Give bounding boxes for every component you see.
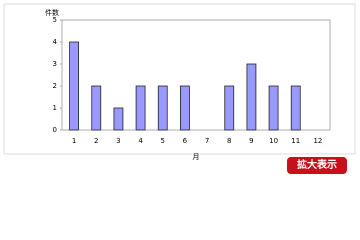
x-axis-title: 月 (193, 153, 200, 161)
zoom-button[interactable]: 拡大表示 (287, 157, 347, 174)
bar (290, 85, 301, 131)
bar (268, 85, 279, 131)
y-tick-label: 3 (53, 60, 57, 68)
x-tick-label: 12 (313, 137, 322, 145)
bar (113, 107, 124, 131)
bar (91, 85, 102, 131)
page: 件数 月 0 1 2 3 4 5 1 2 3 4 5 6 7 8 9 10 11 12 拡大表示 (3, 3, 356, 174)
bar (135, 85, 146, 131)
bar (157, 85, 168, 131)
bar (246, 63, 257, 131)
y-tick-label: 5 (53, 16, 57, 24)
x-tick-label: 2 (94, 137, 98, 145)
bar (224, 85, 235, 131)
y-tick-label: 0 (53, 126, 57, 134)
y-tick-label: 2 (53, 82, 57, 90)
bar (180, 85, 190, 131)
x-tick-label: 4 (138, 137, 143, 145)
x-tick-label: 9 (249, 137, 253, 145)
x-tick-label: 10 (269, 137, 278, 145)
x-tick-label: 8 (227, 137, 231, 145)
bar (69, 41, 79, 131)
x-tick-label: 5 (161, 137, 165, 145)
x-tick-label: 7 (205, 137, 209, 145)
plot-area (61, 19, 331, 131)
y-tick-label: 4 (53, 38, 58, 46)
x-tick-label: 11 (291, 137, 300, 145)
y-tick-label: 1 (53, 104, 57, 112)
x-tick-label: 3 (116, 137, 120, 145)
x-tick-label: 6 (183, 137, 188, 145)
y-axis-title: 件数 (45, 8, 59, 17)
x-tick-label: 1 (72, 137, 76, 145)
chart-frame (3, 3, 356, 155)
